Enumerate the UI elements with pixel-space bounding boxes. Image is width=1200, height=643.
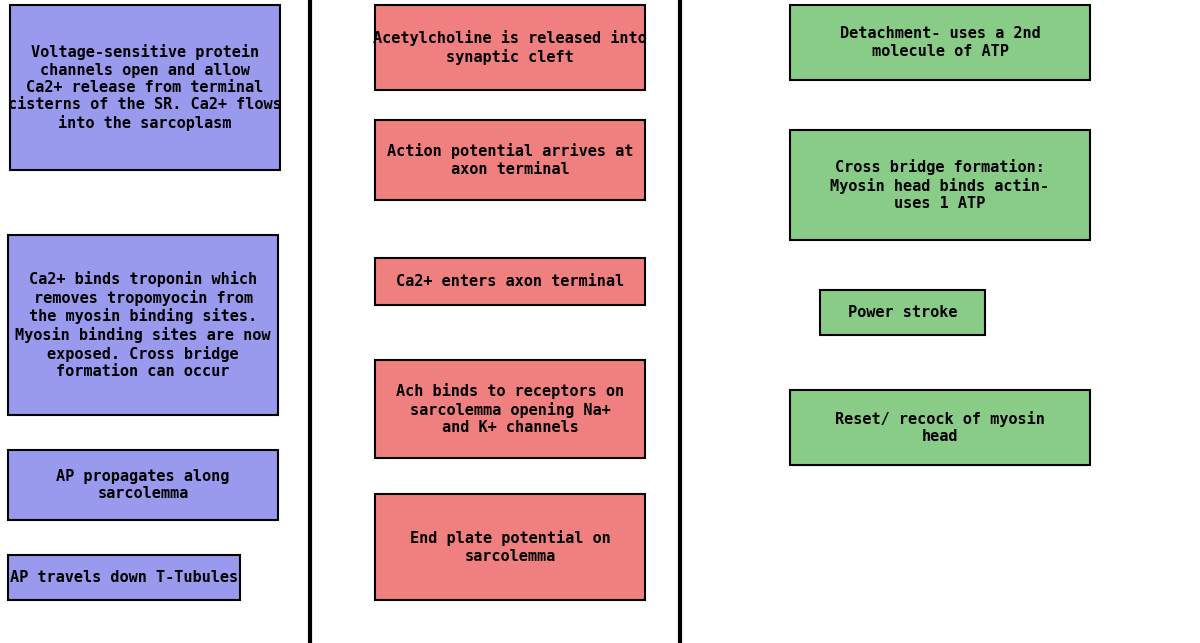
FancyBboxPatch shape [374, 5, 646, 90]
FancyBboxPatch shape [10, 5, 280, 170]
FancyBboxPatch shape [8, 555, 240, 600]
Text: Action potential arrives at
axon terminal: Action potential arrives at axon termina… [386, 143, 634, 177]
FancyBboxPatch shape [820, 290, 985, 335]
FancyBboxPatch shape [374, 360, 646, 458]
FancyBboxPatch shape [790, 390, 1090, 465]
FancyBboxPatch shape [374, 120, 646, 200]
Text: Reset/ recock of myosin
head: Reset/ recock of myosin head [835, 411, 1045, 444]
Text: Power stroke: Power stroke [847, 305, 958, 320]
FancyBboxPatch shape [374, 494, 646, 600]
Text: Detachment- uses a 2nd
molecule of ATP: Detachment- uses a 2nd molecule of ATP [840, 26, 1040, 59]
Text: Acetylcholine is released into
synaptic cleft: Acetylcholine is released into synaptic … [373, 30, 647, 65]
Text: Ach binds to receptors on
sarcolemma opening Na+
and K+ channels: Ach binds to receptors on sarcolemma ope… [396, 383, 624, 435]
Text: Voltage-sensitive protein
channels open and allow
Ca2+ release from terminal
cis: Voltage-sensitive protein channels open … [8, 44, 282, 131]
Text: AP propagates along
sarcolemma: AP propagates along sarcolemma [56, 469, 229, 501]
Text: Cross bridge formation:
Myosin head binds actin-
uses 1 ATP: Cross bridge formation: Myosin head bind… [830, 159, 1050, 211]
Text: Ca2+ enters axon terminal: Ca2+ enters axon terminal [396, 274, 624, 289]
FancyBboxPatch shape [8, 450, 278, 520]
Text: End plate potential on
sarcolemma: End plate potential on sarcolemma [409, 530, 611, 564]
FancyBboxPatch shape [8, 235, 278, 415]
FancyBboxPatch shape [374, 258, 646, 305]
FancyBboxPatch shape [790, 130, 1090, 240]
Text: Ca2+ binds troponin which
removes tropomyocin from
the myosin binding sites.
Myo: Ca2+ binds troponin which removes tropom… [16, 271, 271, 379]
FancyBboxPatch shape [790, 5, 1090, 80]
Text: AP travels down T-Tubules: AP travels down T-Tubules [10, 570, 238, 585]
